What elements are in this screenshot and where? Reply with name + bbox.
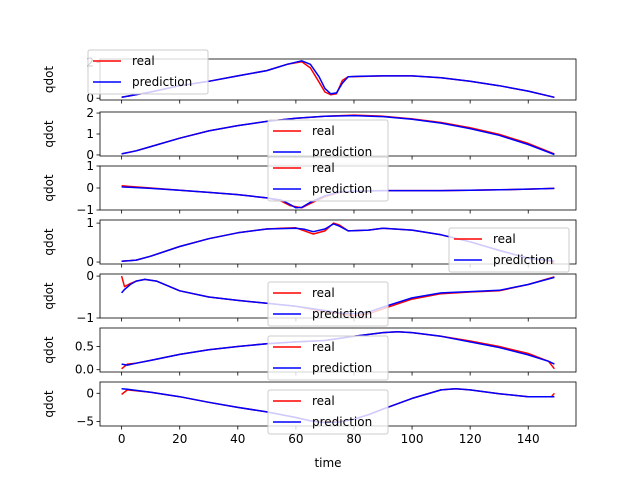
subplot-6: 0.0 0.5 qdot real prediction [42,327,577,381]
subplot-3: −1 0 1 qdot real prediction [42,156,577,217]
legend-label-real: real [312,394,335,408]
y-axis-label: qdot [42,66,56,94]
legend: real prediction [267,281,389,327]
y-tick-label: 0 [86,91,94,105]
series-line-prediction [121,60,555,99]
legend-label-prediction: prediction [132,75,192,89]
y-tick-label: 0 [86,269,94,283]
y-tick-label: 0 [86,148,94,162]
legend-label-real: real [312,340,335,354]
y-tick-label: −1 [76,203,94,217]
x-tick-label: 60 [288,432,303,446]
y-tick-label: 0 [86,386,94,400]
y-tick-label: −1 [76,311,94,325]
x-axis-label: time [314,456,341,470]
x-tick-label: 40 [230,432,245,446]
x-tick-label: 140 [517,432,540,446]
x-tick-label: 120 [459,432,482,446]
legend-label-prediction: prediction [312,182,372,196]
y-tick-label: −5 [76,414,94,428]
legend: real prediction [448,227,570,273]
subplot-1: 02qdotrealprediction [42,49,577,105]
legend-label-prediction: prediction [312,415,372,429]
subplots: 02qdotrealprediction012qdotrealpredictio… [42,49,577,435]
y-tick-label: 1 [86,159,94,173]
legend: real prediction [267,335,389,381]
series-line-prediction [121,186,555,209]
legend-label-real: real [312,286,335,300]
y-tick-label: 0 [86,255,94,269]
subplot-4: 0 1 qdot real prediction [42,216,577,273]
legend-label-real: real [132,54,155,68]
legend-label-prediction: prediction [312,307,372,321]
legend: real prediction [267,389,389,435]
x-tick-label: 100 [401,432,424,446]
y-tick-label: 1 [86,127,94,141]
plot-frame [99,219,577,265]
x-axis: 0 20 40 60 80 100 120 140 [118,432,540,446]
legend: real prediction [87,49,209,95]
legend-label-real: real [493,232,516,246]
y-tick-label: 2 [86,106,94,120]
subplot-7: −5 0 qdot real prediction [42,381,577,435]
y-tick-label: 1 [86,216,94,230]
legend-label-prediction: prediction [493,253,553,267]
series-line-prediction [121,114,555,156]
y-axis-label: qdot [42,282,56,310]
legend-label-real: real [312,161,335,175]
y-axis-label: qdot [42,174,56,202]
legend-label-real: real [312,124,335,138]
legend-label-prediction: prediction [312,361,372,375]
y-axis-label: qdot [42,390,56,418]
y-axis-label: qdot [42,336,56,364]
x-tick-label: 20 [172,432,187,446]
y-tick-label: 0.5 [75,340,94,354]
x-tick-label: 80 [346,432,361,446]
legend-label-prediction: prediction [312,145,372,159]
x-tick-label: 0 [118,432,126,446]
y-axis-label: qdot [42,228,56,256]
subplot-5: −1 0 qdot real prediction [42,269,577,327]
y-tick-label: 0 [86,181,94,195]
legend: real prediction [267,156,389,202]
y-axis-label: qdot [42,120,56,148]
y-tick-label: 0.0 [75,363,94,377]
